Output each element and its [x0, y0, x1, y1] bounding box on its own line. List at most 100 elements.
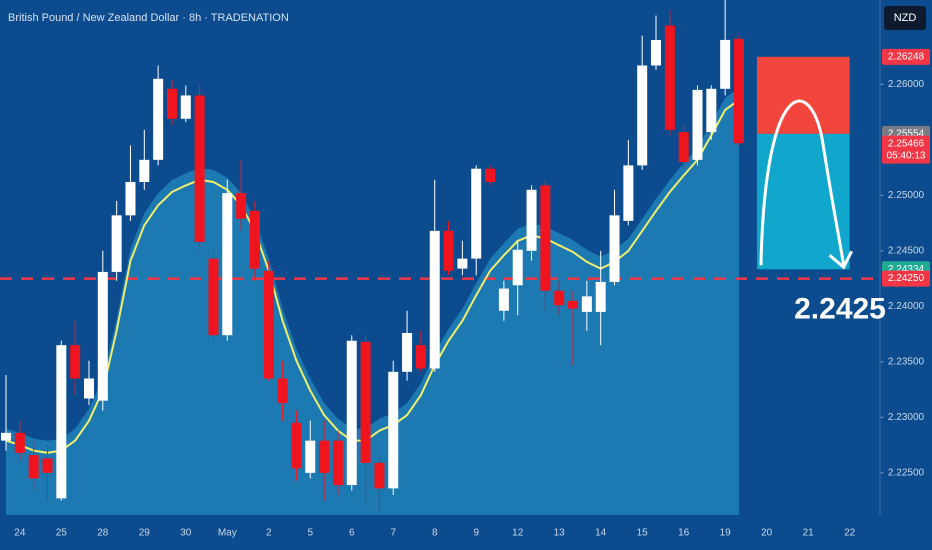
price-tag-label: 2.25554 — [888, 128, 925, 139]
candle-body — [678, 132, 689, 163]
candle-body — [208, 258, 219, 336]
y-tick-label: 2.24000 — [888, 301, 925, 312]
x-tick-label: 14 — [595, 528, 607, 539]
y-tick-label: 2.26000 — [888, 79, 925, 90]
x-tick-label: 22 — [844, 528, 856, 539]
candle-body — [42, 458, 53, 473]
level-annotation: 2.2425 — [794, 293, 886, 326]
candle-body — [457, 258, 468, 269]
candle-body — [194, 95, 205, 242]
x-tick-label: 29 — [139, 528, 151, 539]
candle-body — [651, 39, 662, 66]
candle-body — [360, 341, 371, 463]
candle-body — [1, 432, 11, 441]
candle-body — [83, 378, 94, 399]
candle-body — [485, 168, 496, 183]
candle-body — [664, 25, 675, 130]
candle-body — [125, 182, 136, 216]
candle-body — [402, 332, 413, 372]
candle-body — [554, 290, 565, 306]
x-tick-label: 24 — [14, 528, 26, 539]
candle-body — [277, 378, 288, 403]
y-tick-label: 2.25000 — [888, 190, 925, 201]
x-tick-label: 19 — [720, 528, 732, 539]
candle-body — [706, 88, 717, 133]
currency-label: NZD — [894, 12, 917, 24]
x-tick-label: 30 — [180, 528, 192, 539]
chart-title: British Pound / New Zealand Dollar · 8h … — [8, 12, 289, 24]
candle-body — [388, 371, 399, 489]
x-tick-label: 9 — [473, 528, 479, 539]
candle-body — [595, 281, 606, 312]
x-tick-label: May — [218, 528, 237, 539]
candle-body — [139, 159, 150, 183]
x-tick-label: 16 — [678, 528, 690, 539]
price-tag — [882, 270, 930, 287]
candle-body — [429, 230, 440, 369]
candle-layer — [1, 0, 744, 513]
y-tick-label: 2.23500 — [888, 356, 925, 367]
candle-body — [692, 89, 703, 160]
currency-box — [884, 6, 926, 30]
candle-body — [526, 189, 537, 251]
price-tag-label: 2.24250 — [888, 273, 925, 284]
candle-body — [346, 340, 357, 486]
candle-body — [540, 185, 551, 291]
candle-body — [581, 296, 592, 312]
candle-body — [153, 78, 164, 160]
candle-body — [180, 95, 191, 119]
x-tick-label: 8 — [432, 528, 438, 539]
candle-body — [637, 65, 648, 166]
candle-body — [97, 271, 108, 401]
candle-body — [263, 270, 274, 379]
candle-body — [374, 462, 385, 489]
candle-body — [332, 440, 343, 486]
price-tag-label: 2.24334 — [888, 264, 925, 275]
y-tick-label: 2.23000 — [888, 412, 925, 423]
candle-body — [305, 440, 316, 473]
x-tick-label: 2 — [266, 528, 272, 539]
candle-body — [471, 168, 482, 259]
candle-body — [512, 249, 523, 286]
x-tick-label: 5 — [307, 528, 313, 539]
candle-body — [249, 210, 260, 269]
x-tick-label: 20 — [761, 528, 773, 539]
x-tick-label: 6 — [349, 528, 355, 539]
candle-body — [623, 165, 634, 221]
x-tick-label: 28 — [97, 528, 109, 539]
y-tick-label: 2.24500 — [888, 245, 925, 256]
candle-body — [111, 215, 122, 272]
candle-body — [415, 345, 426, 369]
price-tag-label: 2.25466 — [888, 138, 925, 149]
candle-body — [443, 230, 454, 271]
candle-body — [56, 345, 67, 499]
position-layer — [756, 56, 853, 270]
projection-curve — [759, 99, 846, 266]
candle-body — [222, 193, 233, 336]
candle-body — [319, 440, 330, 473]
x-tick-label: 12 — [512, 528, 524, 539]
candle-body — [733, 38, 744, 144]
x-tick-label: 7 — [390, 528, 396, 539]
stop-zone — [756, 56, 850, 134]
price-tag-label: 2.26248 — [888, 51, 925, 62]
candle-body — [166, 88, 177, 119]
projection-arrow — [828, 250, 853, 270]
candle-body — [720, 39, 731, 89]
grid-layer: 2.22500 2.23000 2.23500 2.24000 2.24500 2.250… — [0, 0, 925, 539]
candle-body — [14, 432, 25, 453]
x-tick-label: 13 — [554, 528, 566, 539]
ma-area — [6, 87, 739, 516]
x-tick-label: 25 — [56, 528, 68, 539]
x-tick-label: 21 — [803, 528, 815, 539]
area-layer — [6, 87, 739, 516]
candle-body — [568, 300, 579, 309]
candle-body — [291, 422, 302, 469]
candle-body — [28, 455, 39, 479]
x-tick-label: 15 — [637, 528, 649, 539]
price-tag — [882, 48, 930, 65]
target-zone — [756, 133, 850, 270]
candle-body — [498, 288, 509, 311]
